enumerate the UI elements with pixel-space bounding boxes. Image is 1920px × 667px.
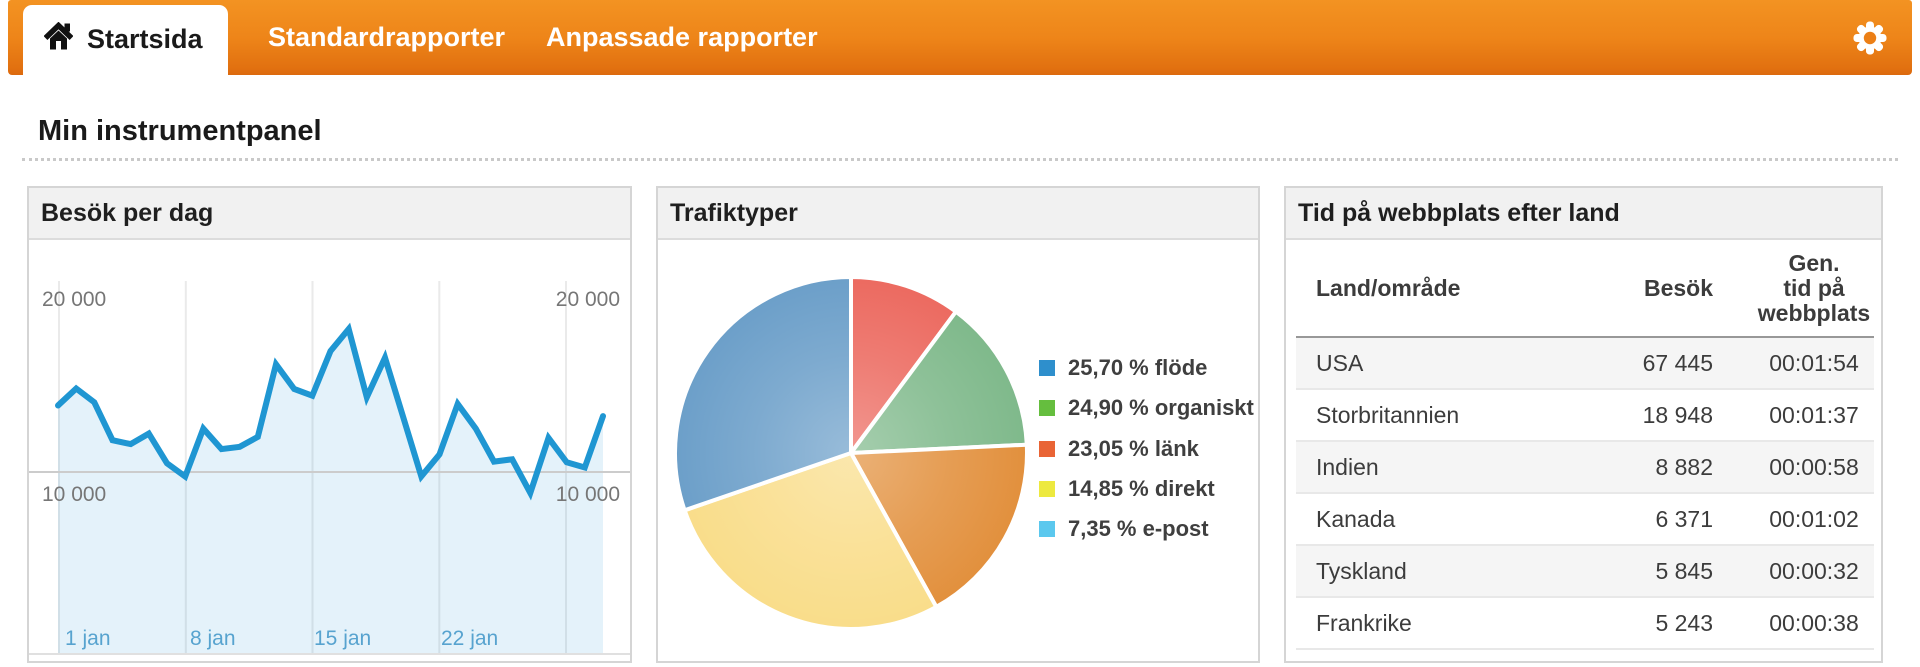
- svg-text:8 jan: 8 jan: [190, 627, 236, 650]
- svg-text:10 000: 10 000: [42, 483, 106, 506]
- svg-text:22 jan: 22 jan: [441, 627, 498, 650]
- svg-text:10 000: 10 000: [556, 483, 620, 506]
- svg-text:15 jan: 15 jan: [314, 627, 371, 650]
- svg-text:20 000: 20 000: [42, 288, 106, 311]
- svg-text:20 000: 20 000: [556, 288, 620, 311]
- svg-text:1 jan: 1 jan: [65, 627, 111, 650]
